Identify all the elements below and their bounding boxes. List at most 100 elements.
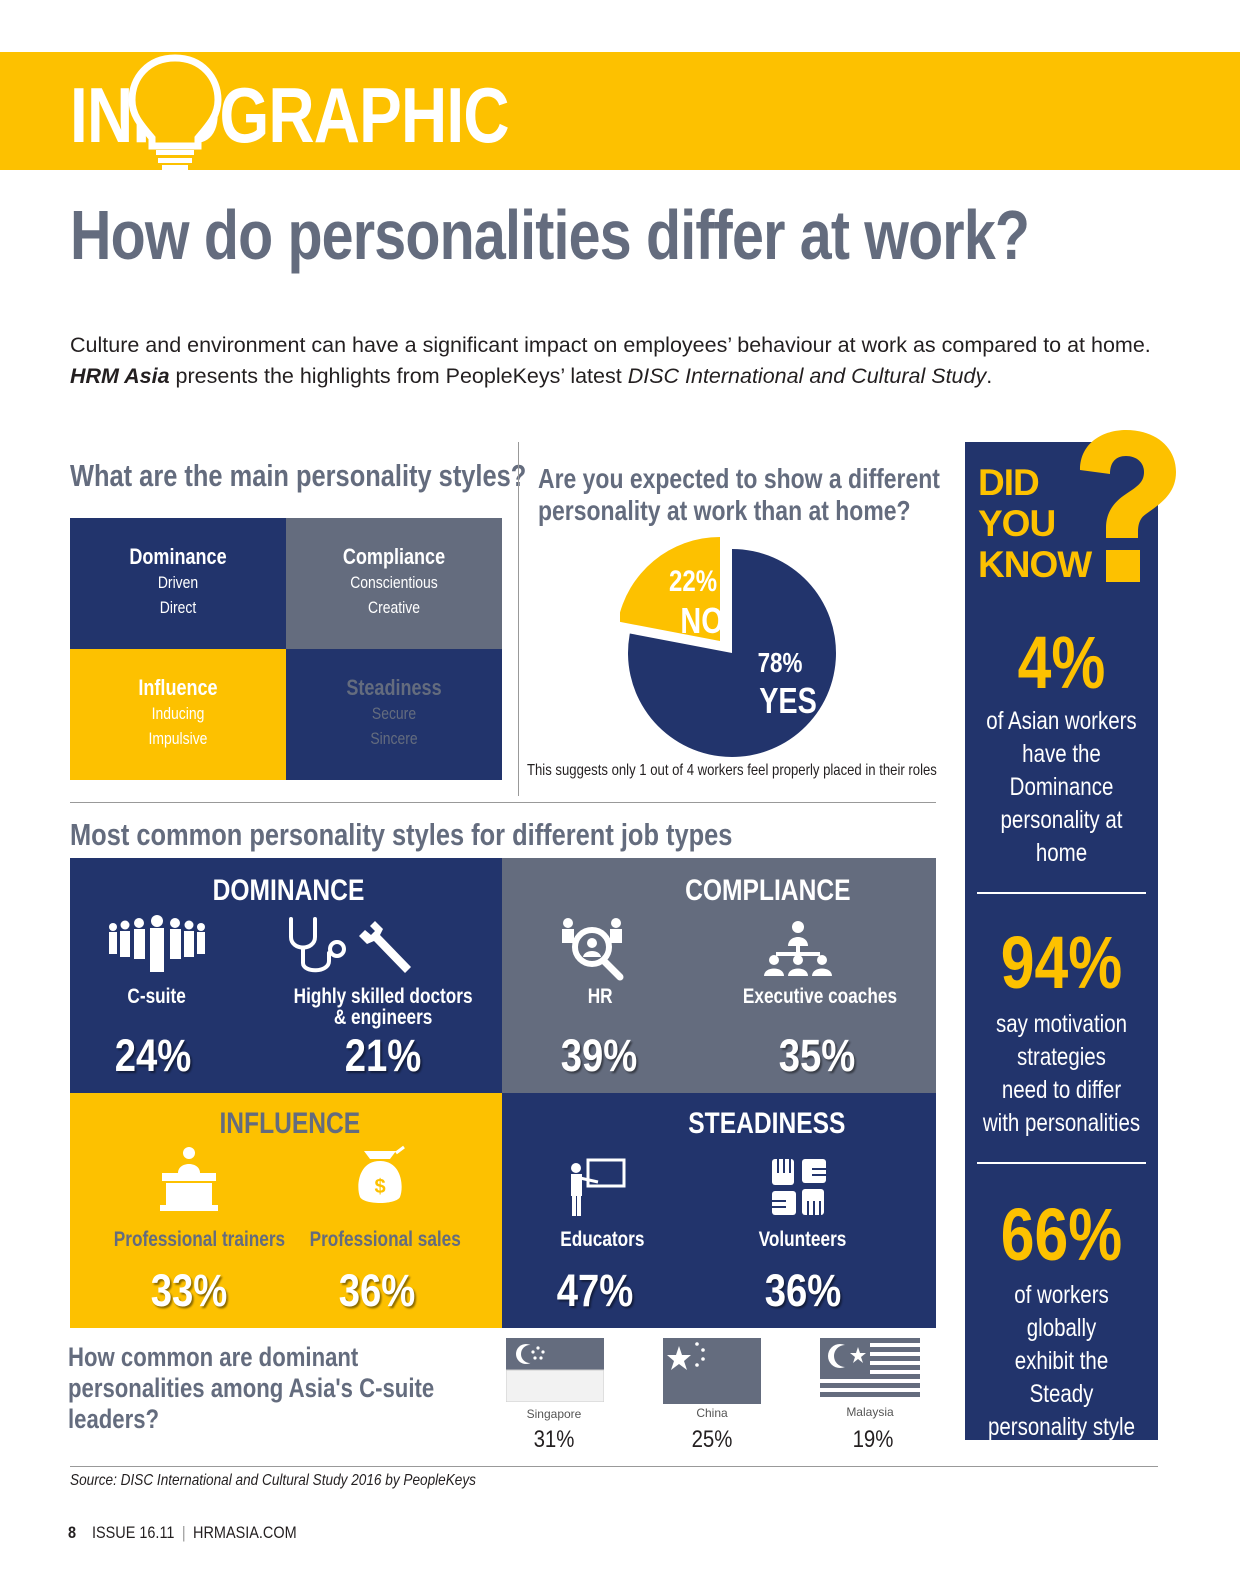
job-label-coaches: Executive coaches — [742, 985, 898, 1008]
style-title: Steadiness — [346, 675, 442, 700]
dyk-divider — [977, 1162, 1146, 1164]
did-you-know-title: DID YOU KNOW — [978, 462, 1092, 585]
jobs-steadiness-title: STEADINESS — [688, 1107, 846, 1140]
styles-heading: What are the main personality styles? — [70, 458, 527, 493]
dyk-text-1-line: have the — [1022, 740, 1101, 768]
country-pct: 19% — [852, 1426, 894, 1453]
job-label-volunteers: Volunteers — [758, 1228, 847, 1251]
svg-text:$: $ — [374, 1176, 385, 1198]
hr-search-icon — [562, 918, 624, 981]
job-pct-doctors: 21% — [344, 1030, 422, 1081]
pie-heading-line-2: personality at work than at home? — [538, 495, 911, 526]
china-flag-icon — [663, 1338, 761, 1404]
dyk-text-3-line: of workers globally — [1014, 1281, 1109, 1342]
style-title: Compliance — [342, 544, 446, 569]
csuite-question-line-3: leaders? — [68, 1404, 160, 1434]
job-label-csuite: C-suite — [127, 985, 186, 1008]
job-label-sales: Professional sales — [309, 1228, 461, 1251]
style-cell-compliance: Compliance Conscientious Creative — [286, 518, 502, 649]
dyk-text-3-line: personality style at — [988, 1413, 1135, 1474]
pie-heading: Are you expected to show a different per… — [538, 463, 940, 527]
stethoscope-wrench-icon — [289, 917, 411, 973]
brand-name: HRM Asia — [70, 364, 170, 388]
jobs-heading: Most common personality styles for diffe… — [70, 817, 733, 852]
style-trait: Impulsive — [148, 729, 208, 748]
intro-line-1: Culture and environment can have a signi… — [70, 333, 1151, 357]
jobs-dominance-panel — [70, 858, 502, 1093]
pie-chart — [620, 537, 836, 757]
dyk-divider — [977, 892, 1146, 894]
volunteer-hands-icon — [772, 1159, 826, 1215]
job-pct-sales: 36% — [338, 1265, 416, 1316]
dyk-text-3-line: home — [1035, 1479, 1088, 1507]
question-mark-icon — [1080, 430, 1176, 582]
dyk-stat-1: 4% — [1017, 621, 1106, 704]
jobs-influence-title: INFLUENCE — [219, 1107, 361, 1140]
jobs-dominance-title: DOMINANCE — [212, 874, 365, 907]
dyk-stat-2: 94% — [1000, 921, 1123, 1004]
money-bag-icon: $ — [358, 1145, 405, 1203]
country-name: China — [696, 1406, 728, 1420]
job-label-doctors-line-2: & engineers — [333, 1006, 433, 1029]
jobs-compliance-title: COMPLIANCE — [685, 874, 851, 907]
jobs-compliance-panel — [502, 858, 936, 1093]
jobs-influence-panel — [70, 1093, 502, 1328]
column-divider — [518, 442, 519, 796]
page-footer: 8 ISSUE 16.11 | HRMASIA.COM — [68, 1523, 297, 1543]
dyk-text-1: of Asian workers have the Dominance pers… — [982, 705, 1140, 870]
job-pct-csuite: 24% — [114, 1030, 192, 1081]
dyk-word-did: DID — [978, 462, 1040, 503]
dyk-text-1-line: home — [1035, 839, 1088, 867]
job-pct-hr: 39% — [560, 1030, 638, 1081]
pie-no-label: NO — [680, 600, 724, 641]
job-label-educators: Educators — [560, 1228, 645, 1251]
dyk-text-2-line: with personalities — [982, 1109, 1141, 1137]
country-pct: 31% — [533, 1426, 575, 1453]
source-note: Source: DISC International and Cultural … — [70, 1472, 476, 1489]
pie-caption: This suggests only 1 out of 4 workers fe… — [527, 762, 937, 779]
dyk-text-1-line: of Asian workers — [986, 707, 1137, 735]
malaysia-flag-icon — [820, 1338, 920, 1397]
business-people-icon — [109, 915, 205, 972]
dyk-text-2-line: need to differ — [1001, 1076, 1122, 1104]
style-trait: Conscientious — [350, 573, 438, 592]
csuite-question-line-2: personalities among Asia's C-suite — [68, 1373, 435, 1403]
study-name: DISC International and Cultural Study — [627, 364, 987, 388]
csuite-question: How common are dominant personalities am… — [68, 1342, 434, 1435]
dyk-text-1-line: Dominance — [1009, 773, 1114, 801]
job-label-doctors-line-1: Highly skilled doctors — [293, 985, 473, 1008]
section-rule — [70, 802, 936, 803]
intro-end: . — [986, 364, 993, 388]
country-name: Malaysia — [846, 1405, 894, 1419]
team-meeting-icon — [764, 921, 832, 976]
pie-no-pct: 22% — [669, 565, 718, 598]
intro-mid: presents the highlights from PeopleKeys’… — [169, 364, 628, 388]
style-trait: Driven — [157, 573, 199, 592]
style-cell-steadiness: Steadiness Secure Sincere — [286, 649, 502, 780]
style-cell-influence: Influence Inducing Impulsive — [70, 649, 286, 780]
style-trait: Creative — [368, 598, 420, 617]
page-number: 8 — [68, 1523, 77, 1542]
job-pct-coaches: 35% — [778, 1030, 856, 1081]
pie-slice-no — [620, 537, 720, 641]
footer-site: HRMASIA.COM — [193, 1523, 297, 1542]
dyk-text-2-line: say motivation — [995, 1010, 1128, 1038]
intro-line-2: HRM Asia presents the highlights from Pe… — [70, 361, 1180, 392]
style-title: Dominance — [129, 544, 227, 569]
pie-heading-line-1: Are you expected to show a different — [538, 463, 940, 494]
footer-separator: | — [181, 1523, 186, 1542]
job-pct-educators: 47% — [556, 1265, 634, 1316]
style-trait: Inducing — [151, 704, 205, 723]
job-label-trainers: Professional trainers — [113, 1228, 286, 1251]
issue-number: ISSUE 16.11 — [91, 1523, 175, 1542]
style-cell-dominance: Dominance Driven Direct — [70, 518, 286, 649]
dyk-text-3-line: exhibit the Steady — [1014, 1347, 1109, 1408]
pie-slice-yes — [628, 549, 836, 757]
educator-board-icon — [571, 1158, 626, 1216]
did-you-know-panel — [965, 442, 1158, 1440]
dyk-text-2-line: strategies — [1017, 1043, 1106, 1071]
csuite-question-line-1: How common are dominant — [68, 1342, 359, 1372]
job-pct-trainers: 33% — [150, 1265, 228, 1316]
country-pct: 25% — [691, 1426, 733, 1453]
job-pct-volunteers: 36% — [764, 1265, 842, 1316]
